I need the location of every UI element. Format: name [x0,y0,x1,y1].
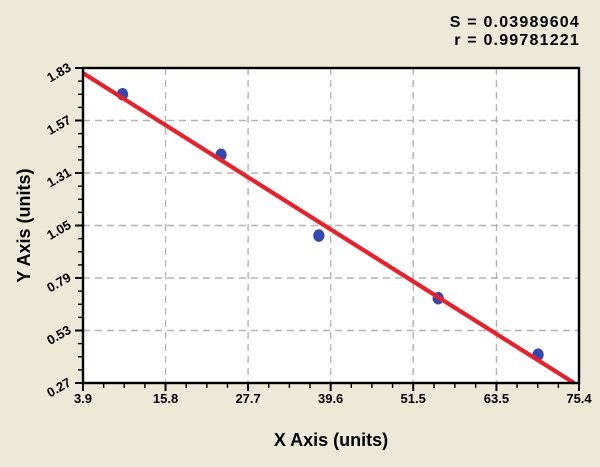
regression-line [81,71,576,385]
stat-s-value: S = 0.03989604 [449,14,580,31]
x-tick-label: 15.8 [153,391,178,406]
x-tick-label: 39.6 [318,391,343,406]
y-tick-label: 0.53 [44,322,73,348]
x-tick-label: 51.5 [401,391,426,406]
y-tick-label: 0.27 [44,375,73,401]
x-tick-label: 27.7 [235,391,260,406]
y-tick-label: 0.79 [44,270,73,296]
y-axis-title: Y Axis (units) [14,168,34,282]
y-tick-label: 1.31 [44,165,73,191]
x-tick-label: 63.5 [484,391,509,406]
stat-r-value: r = 0.99781221 [454,31,580,49]
x-axis-title: X Axis (units) [274,430,388,450]
y-tick-label: 1.05 [44,217,73,243]
x-tick-label: 3.9 [74,391,92,406]
fit-statistics: S = 0.03989604 r = 0.99781221 [450,14,580,50]
x-tick-label: 75.4 [566,391,592,406]
y-tick-label: 1.83 [44,60,73,86]
data-point [313,229,325,242]
y-tick-label: 1.57 [44,112,73,138]
